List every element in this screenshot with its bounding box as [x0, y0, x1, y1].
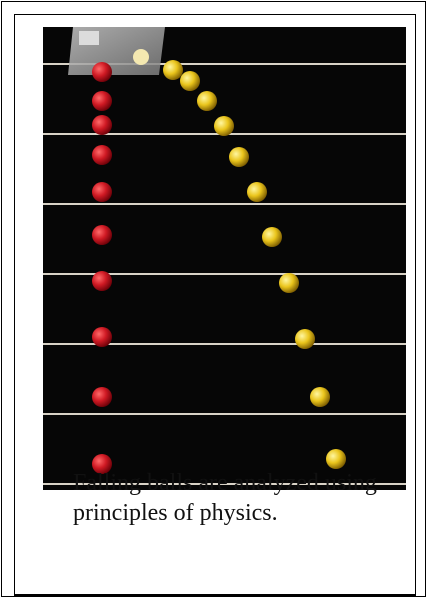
- yellow-ball: [295, 329, 315, 349]
- red-ball: [92, 182, 112, 202]
- release-mechanism-ball: [133, 49, 149, 65]
- red-ball: [92, 271, 112, 291]
- release-mechanism-clamp: [79, 31, 99, 45]
- horizontal-rule: [43, 413, 406, 415]
- horizontal-rule: [43, 273, 406, 275]
- inner-border: [14, 14, 416, 596]
- yellow-ball: [229, 147, 249, 167]
- horizontal-rule: [43, 483, 406, 485]
- red-ball: [92, 115, 112, 135]
- horizontal-rule: [43, 203, 406, 205]
- yellow-ball: [326, 449, 346, 469]
- red-balls-group: [92, 62, 112, 474]
- red-ball: [92, 225, 112, 245]
- horizontal-rule: [43, 63, 406, 65]
- yellow-ball: [279, 273, 299, 293]
- red-ball: [92, 145, 112, 165]
- falling-balls-photo: [43, 27, 406, 490]
- photo-svg: [43, 27, 406, 490]
- yellow-ball: [214, 116, 234, 136]
- yellow-ball: [310, 387, 330, 407]
- caption-line-1: Falling balls are analyzed using: [73, 470, 377, 496]
- yellow-ball: [163, 60, 183, 80]
- release-mechanism: [68, 27, 165, 75]
- red-ball: [92, 454, 112, 474]
- yellow-balls-group: [163, 60, 346, 469]
- yellow-ball: [262, 227, 282, 247]
- caption-line-2: principles of physics.: [73, 500, 278, 526]
- red-ball: [92, 387, 112, 407]
- yellow-ball: [197, 91, 217, 111]
- photo-caption: Falling balls are analyzed using princip…: [73, 468, 418, 528]
- red-ball: [92, 327, 112, 347]
- red-ball: [92, 91, 112, 111]
- red-ball: [92, 62, 112, 82]
- horizontal-rule: [43, 343, 406, 345]
- yellow-ball: [247, 182, 267, 202]
- yellow-ball: [180, 71, 200, 91]
